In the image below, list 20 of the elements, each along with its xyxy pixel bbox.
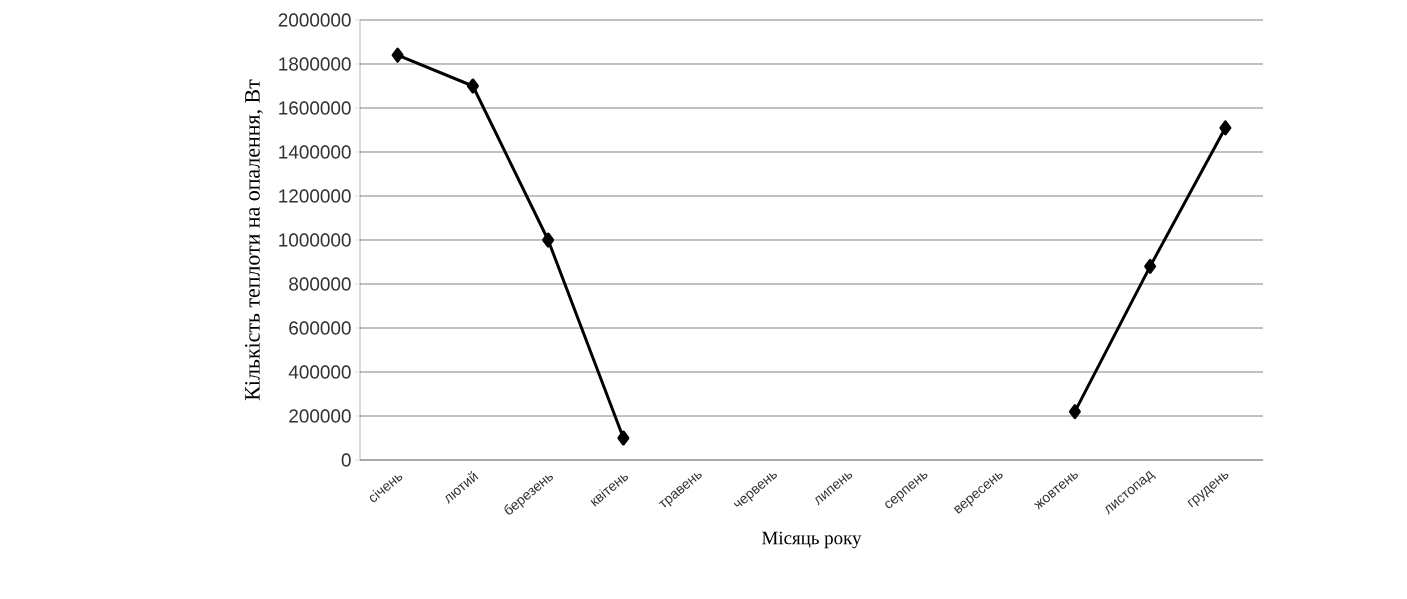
point	[542, 232, 555, 248]
point	[1144, 258, 1157, 274]
point	[617, 430, 630, 446]
point	[466, 78, 479, 94]
y-tick-label: 0	[341, 453, 351, 467]
y-tick-label: 200000	[289, 409, 351, 423]
x-axis-title: Місяць року	[762, 531, 862, 549]
y-axis-title: Кількість теплоти на опалення, Вт	[245, 79, 263, 401]
y-tick-label: 800000	[289, 277, 351, 291]
point	[1068, 404, 1081, 420]
y-tick-label: 2000000	[278, 13, 351, 27]
point	[391, 47, 404, 63]
point	[1219, 120, 1232, 136]
y-tick-label: 1600000	[279, 101, 351, 115]
y-tick-label: 1800000	[279, 57, 351, 71]
y-tick-label: 1000000	[279, 233, 351, 247]
y-tick-label: 1200000	[279, 189, 351, 203]
y-tick-label: 1400000	[279, 145, 351, 159]
y-tick-label: 600000	[289, 321, 351, 335]
y-tick-label: 400000	[288, 365, 351, 379]
